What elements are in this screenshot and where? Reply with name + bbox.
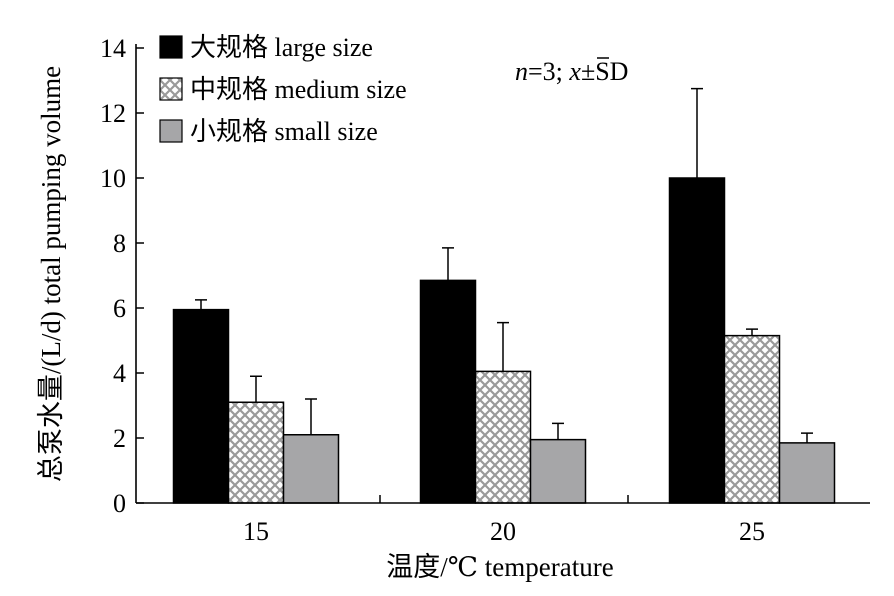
legend-label-2: 中规格 medium size xyxy=(190,75,407,104)
x-axis-title: 温度/℃ temperature xyxy=(386,552,613,582)
x-tick-label-15: 15 xyxy=(243,517,269,546)
x-tick-label-20: 20 xyxy=(490,517,516,546)
y-tick-label-4: 4 xyxy=(113,359,126,388)
x-tick-label-25: 25 xyxy=(739,517,765,546)
bar-2-15 xyxy=(227,401,285,504)
y-tick-label-14: 14 xyxy=(100,34,126,63)
annotation-n: n xyxy=(515,57,528,86)
annotation-rest: =3; xyxy=(528,57,569,86)
legend-swatch-2 xyxy=(159,77,183,101)
bar-1-20 xyxy=(419,279,477,504)
bar-2-20 xyxy=(474,370,532,504)
y-axis-title: 总泵水量/(L/d) total pumping volume xyxy=(36,66,66,482)
legend-swatch-1 xyxy=(159,35,183,59)
bar-3-15 xyxy=(282,434,340,504)
bar-2-25 xyxy=(723,334,781,504)
bar-3-20 xyxy=(529,438,587,504)
legend-label-3: 小规格 small size xyxy=(190,117,378,146)
y-tick-label-8: 8 xyxy=(113,229,126,258)
sample-annotation: n=3; x±SD xyxy=(515,57,628,86)
y-tick-label-2: 2 xyxy=(113,424,126,453)
y-tick-label-10: 10 xyxy=(100,164,126,193)
legend: 大规格 large size 中规格 medium size 小规格 small s… xyxy=(159,33,407,146)
bar-1-25 xyxy=(668,177,726,504)
plot-area: 0 2 4 6 8 10 12 14 15 20 25 xyxy=(100,34,870,546)
legend-label-1: 大规格 large size xyxy=(190,33,373,62)
annotation-xbar: x xyxy=(568,57,581,86)
legend-swatch-3 xyxy=(159,119,183,143)
y-tick-label-12: 12 xyxy=(100,99,126,128)
annotation-pm: ±SD xyxy=(581,57,629,86)
bar-3-25 xyxy=(778,442,836,504)
bar-1-15 xyxy=(172,308,230,504)
y-tick-label-6: 6 xyxy=(113,294,126,323)
y-tick-label-0: 0 xyxy=(113,489,126,518)
